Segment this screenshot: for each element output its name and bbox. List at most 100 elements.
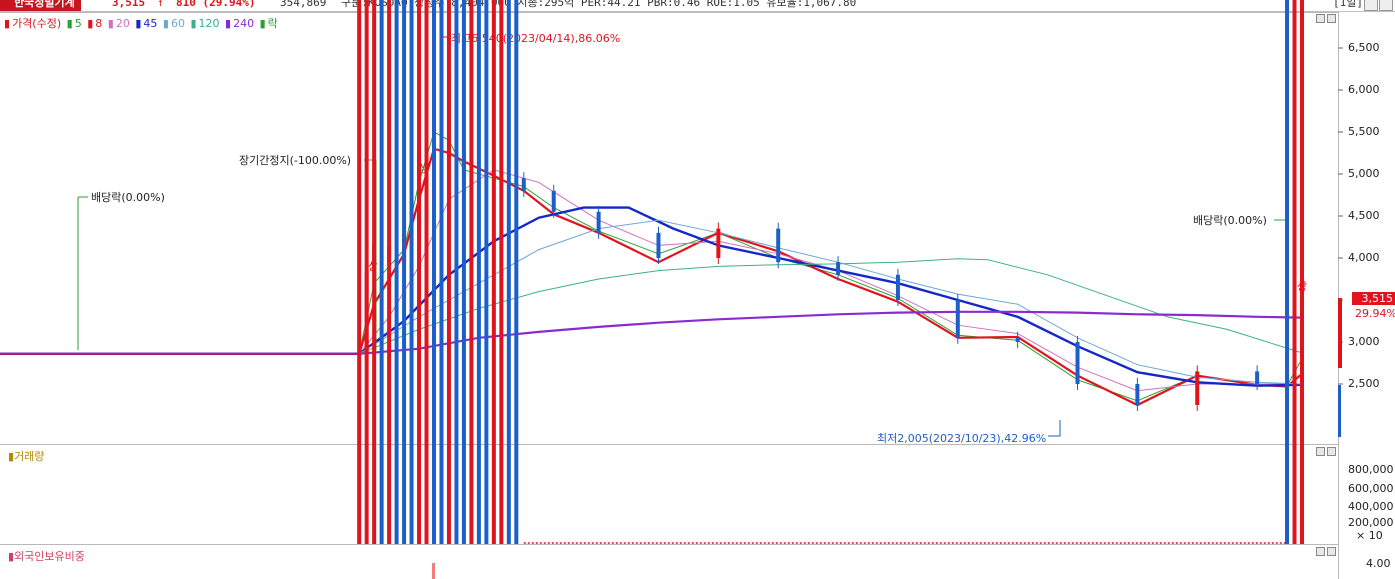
volume-bar	[424, 0, 429, 544]
y-tick: 3,000	[1348, 335, 1380, 348]
ma-5-line	[0, 131, 1303, 402]
candle-body	[836, 262, 841, 275]
legend-ma45: 45	[143, 17, 158, 30]
legend-ma5: 5	[74, 17, 82, 30]
volume-bar	[432, 0, 436, 544]
axis-price-bar-down	[1338, 385, 1341, 437]
foreign-title: ▮외국인보유비중	[8, 550, 85, 563]
candle-body	[551, 190, 556, 212]
dividend-annotation-left: 배당락(0.00%)	[91, 191, 165, 204]
volume-minimize-icon[interactable]	[1316, 447, 1325, 456]
y-tick: 5,500	[1348, 125, 1380, 138]
volume-close-icon[interactable]	[1327, 447, 1336, 456]
volume-title-text: 거래량	[14, 450, 45, 463]
y-tick: 4,000	[1348, 251, 1380, 264]
volume-y-tick: 200,000	[1348, 516, 1394, 529]
period-selector[interactable]: [1일]	[1333, 0, 1363, 9]
volume-bar	[439, 0, 444, 544]
ma-20-line	[0, 169, 1302, 392]
y-axis-separator	[1338, 12, 1339, 579]
y-tick: 2,500	[1348, 377, 1380, 390]
foreign-close-icon[interactable]	[1327, 547, 1336, 556]
volume-bar	[491, 0, 496, 544]
legend-ma60: 60	[170, 17, 185, 30]
candle-body	[1195, 371, 1200, 405]
stock-info: 구분:KOSDAQ 상장주:8,404,000 시총:295억 PER:44.2…	[341, 0, 857, 9]
foreign-panel-border	[0, 544, 1338, 545]
price-legend: ▮ 가격(수정) ▮ 5 ▮ 8 ▮ 20 ▮ 45 ▮ 60 ▮ 120 ▮ 240 ▮ 락	[4, 17, 278, 30]
stock-header: 한국정밀기계 3,515 ↑ 810 (29.94%) 354,869 구분:K…	[0, 0, 1395, 12]
candle-body	[1015, 337, 1020, 342]
volume-y-tick: 800,000	[1348, 463, 1394, 476]
candle-body	[1075, 342, 1080, 384]
candle-body	[596, 211, 601, 233]
legend-ma240: 240	[233, 17, 255, 30]
candle-body	[895, 274, 900, 300]
foreign-title-text: 외국인보유비중	[14, 550, 85, 563]
volume-y-tick: 600,000	[1348, 482, 1394, 495]
axis-price-bar	[1338, 298, 1342, 368]
panel-minimize-icon[interactable]	[1316, 14, 1325, 23]
foreign-minimize-icon[interactable]	[1316, 547, 1325, 556]
price-change: 810 (29.94%)	[176, 0, 256, 9]
volume-bar	[506, 0, 511, 544]
y-tick: 6,500	[1348, 41, 1380, 54]
volume-bar	[499, 0, 504, 544]
legend-price: 가격(수정)	[12, 17, 62, 30]
up-arrow-icon: ↑	[157, 0, 164, 9]
candle-body	[716, 228, 721, 258]
stock-name[interactable]: 한국정밀기계	[0, 0, 81, 11]
low-arrow	[1048, 420, 1061, 437]
volume-bar	[461, 0, 466, 544]
y-tick: 5,000	[1348, 167, 1380, 180]
current-price-tag: 3,515	[1352, 292, 1395, 305]
ma-240-line	[0, 310, 1303, 355]
candle-body	[656, 232, 661, 258]
dividend-annotation-right: 배당락(0.00%)	[1193, 214, 1267, 227]
volume-bar	[364, 0, 369, 544]
maximize-icon[interactable]	[1379, 0, 1393, 11]
volume-bar	[357, 0, 362, 544]
candle-body	[521, 178, 526, 191]
volume-panel-border	[0, 444, 1338, 445]
candle-body	[955, 300, 960, 338]
volume-bar	[1292, 0, 1297, 544]
volume-bar	[379, 0, 384, 544]
volume-bar	[514, 0, 519, 544]
volume-bar	[1285, 0, 1290, 544]
volume-bar	[387, 0, 392, 544]
volume-multiplier: × 10	[1356, 529, 1383, 542]
volume-bar	[394, 0, 399, 544]
minimize-icon[interactable]	[1364, 0, 1378, 11]
ma-120-line	[0, 258, 1303, 355]
stock-price: 3,515	[112, 0, 146, 9]
volume-bar	[1300, 0, 1304, 544]
legend-ma120: 120	[198, 17, 220, 30]
foreign-bar	[432, 563, 435, 579]
candle-body	[776, 228, 781, 263]
current-price-pct: 29.94%	[1355, 307, 1395, 320]
legend-ma8: 8	[95, 17, 103, 30]
volume-bar	[469, 0, 474, 544]
y-tick: 4,500	[1348, 209, 1380, 222]
candle-body	[1255, 371, 1260, 384]
volume-bar	[409, 0, 414, 544]
low-annotation: 최저2,005(2023/10/23),42.96%	[877, 432, 1047, 445]
foreign-y-tick: 4.00	[1366, 557, 1391, 570]
legend-ma20: 20	[115, 17, 130, 30]
suspension-annotation: 장기간정지(-100.00%)	[239, 154, 352, 167]
volume-bar	[484, 0, 489, 544]
stock-volume: 354,869	[280, 0, 327, 9]
ma-45-line	[0, 206, 1303, 387]
legend-ex-dividend: 락	[267, 17, 278, 30]
volume-bar	[402, 0, 407, 544]
dividend-arrow-right	[1274, 219, 1287, 380]
candle-body	[1135, 384, 1140, 405]
volume-title: ▮거래량	[8, 450, 45, 463]
volume-y-tick: 400,000	[1348, 500, 1394, 513]
panel-close-icon[interactable]	[1327, 14, 1336, 23]
volume-bar	[476, 0, 481, 544]
ma-60-line	[0, 219, 1303, 385]
ma-8-line	[0, 147, 1303, 407]
